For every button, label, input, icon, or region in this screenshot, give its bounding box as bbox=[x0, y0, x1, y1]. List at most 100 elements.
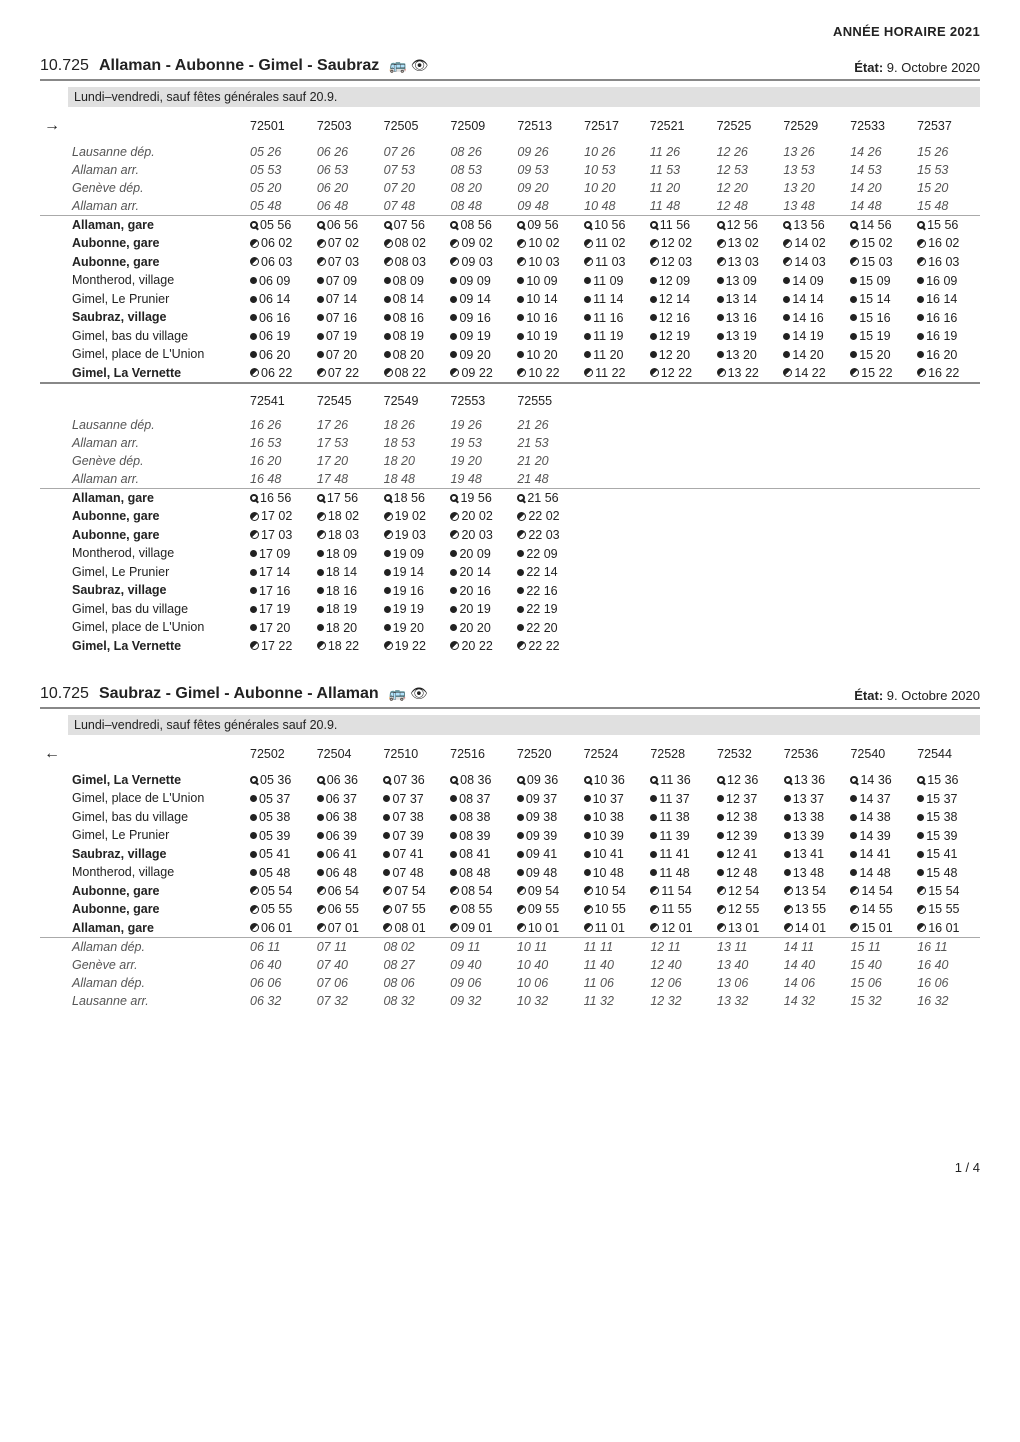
half-icon bbox=[517, 368, 526, 377]
time-cell: 16 56 bbox=[246, 489, 313, 507]
time-cell: 14 38 bbox=[846, 808, 913, 827]
trip-number: 72540 bbox=[846, 735, 913, 771]
dot-icon bbox=[650, 814, 657, 821]
time-cell: 14 41 bbox=[846, 845, 913, 864]
trip-number: 72525 bbox=[713, 107, 780, 143]
half-icon bbox=[383, 905, 392, 914]
time-cell: 11 53 bbox=[646, 161, 713, 179]
time-cell: 15 54 bbox=[913, 882, 980, 901]
time-cell: 06 16 bbox=[246, 308, 313, 327]
stop-label: Saubraz, village bbox=[68, 308, 246, 327]
dot-icon bbox=[850, 795, 857, 802]
page-root: ANNÉE HORAIRE 2021 10.725Allaman - Aubon… bbox=[0, 0, 1020, 1195]
time-cell: 06 56 bbox=[313, 216, 380, 234]
stop-label: Montherod, village bbox=[68, 863, 246, 882]
time-cell: 10 55 bbox=[580, 900, 647, 919]
time-cell: 10 01 bbox=[513, 919, 580, 938]
time-cell: 08 54 bbox=[446, 882, 513, 901]
time-cell: 15 02 bbox=[846, 234, 913, 253]
time-cell: 09 09 bbox=[446, 271, 513, 290]
dot-icon bbox=[250, 277, 257, 284]
time-cell: 11 39 bbox=[646, 826, 713, 845]
half-icon bbox=[250, 368, 259, 377]
time-cell: 08 53 bbox=[446, 161, 513, 179]
circle-icon bbox=[584, 776, 592, 784]
dot-icon bbox=[717, 277, 724, 284]
dot-icon bbox=[650, 333, 657, 340]
time-cell: 19 48 bbox=[446, 470, 513, 489]
dot-icon bbox=[584, 869, 591, 876]
time-cell: 10 09 bbox=[513, 271, 580, 290]
dot-icon bbox=[850, 351, 857, 358]
time-cell: 13 06 bbox=[713, 974, 780, 992]
half-icon bbox=[917, 257, 926, 266]
time-cell: 19 14 bbox=[380, 563, 447, 582]
time-cell: 15 09 bbox=[846, 271, 913, 290]
time-cell: 11 20 bbox=[580, 345, 646, 364]
time-cell: 07 32 bbox=[313, 992, 380, 1010]
route-icons: 🚌 👁 bbox=[389, 57, 428, 74]
time-cell: 06 19 bbox=[246, 327, 313, 346]
time-cell: 11 56 bbox=[646, 216, 713, 234]
time-cell: 18 03 bbox=[313, 526, 380, 545]
time-cell: 12 48 bbox=[713, 863, 780, 882]
half-icon bbox=[517, 886, 526, 895]
time-cell: 22 14 bbox=[513, 563, 580, 582]
dot-icon bbox=[250, 296, 257, 303]
time-cell: 08 36 bbox=[446, 771, 513, 789]
time-cell: 22 09 bbox=[513, 544, 580, 563]
time-cell: 18 53 bbox=[380, 434, 447, 452]
schedule-row: Allaman dép.06 1107 1108 0209 1110 1111 … bbox=[40, 938, 980, 956]
time-cell: 17 26 bbox=[313, 416, 380, 434]
half-icon bbox=[850, 905, 859, 914]
time-cell: 07 16 bbox=[313, 308, 380, 327]
time-cell: 13 20 bbox=[713, 345, 780, 364]
half-icon bbox=[717, 886, 726, 895]
time-cell: 07 54 bbox=[379, 882, 446, 901]
dot-icon bbox=[917, 333, 924, 340]
time-cell: 13 48 bbox=[780, 863, 847, 882]
time-cell: 09 56 bbox=[513, 216, 580, 234]
time-cell: 12 20 bbox=[646, 345, 713, 364]
schedule-row: Allaman arr.16 4817 4818 4819 4821 48 bbox=[40, 470, 980, 489]
time-cell: 07 11 bbox=[313, 938, 380, 956]
time-cell: 15 55 bbox=[913, 900, 980, 919]
dot-icon bbox=[784, 832, 791, 839]
dot-icon bbox=[450, 814, 457, 821]
dot-icon bbox=[917, 851, 924, 858]
stop-label: Gimel, bas du village bbox=[68, 327, 246, 346]
stop-label: Allaman arr. bbox=[68, 470, 246, 489]
stop-label: Gimel, La Vernette bbox=[68, 364, 246, 384]
half-icon bbox=[317, 886, 326, 895]
time-cell: 13 16 bbox=[713, 308, 780, 327]
dot-icon bbox=[384, 606, 391, 613]
schedule-row: Lausanne arr.06 3207 3208 3209 3210 3211… bbox=[40, 992, 980, 1010]
dot-icon bbox=[250, 314, 257, 321]
time-cell: 11 36 bbox=[646, 771, 713, 789]
time-cell: 14 16 bbox=[779, 308, 846, 327]
time-cell: 06 32 bbox=[246, 992, 313, 1010]
dot-icon bbox=[783, 296, 790, 303]
time-cell: 14 48 bbox=[846, 197, 913, 216]
time-cell: 07 26 bbox=[380, 143, 447, 161]
time-cell: 16 01 bbox=[913, 919, 980, 938]
half-icon bbox=[250, 641, 259, 650]
schedule-row: Aubonne, gare17 0218 0219 0220 0222 02 bbox=[40, 507, 980, 526]
half-icon bbox=[650, 368, 659, 377]
time-cell: 11 01 bbox=[580, 919, 647, 938]
circle-icon bbox=[317, 494, 325, 502]
half-icon bbox=[317, 923, 326, 932]
route-state: État: 9. Octobre 2020 bbox=[854, 688, 980, 703]
time-cell: 14 32 bbox=[780, 992, 847, 1010]
dot-icon bbox=[517, 814, 524, 821]
stop-label: Aubonne, gare bbox=[68, 882, 246, 901]
trip-number: 72529 bbox=[779, 107, 846, 143]
stop-label: Aubonne, gare bbox=[68, 900, 246, 919]
half-icon bbox=[783, 368, 792, 377]
route-icons: 🚌 👁 bbox=[389, 685, 428, 702]
time-cell: 15 16 bbox=[846, 308, 913, 327]
trip-number: 72549 bbox=[380, 384, 447, 416]
time-cell: 09 22 bbox=[446, 364, 513, 384]
dot-icon bbox=[450, 624, 457, 631]
time-cell: 15 32 bbox=[846, 992, 913, 1010]
